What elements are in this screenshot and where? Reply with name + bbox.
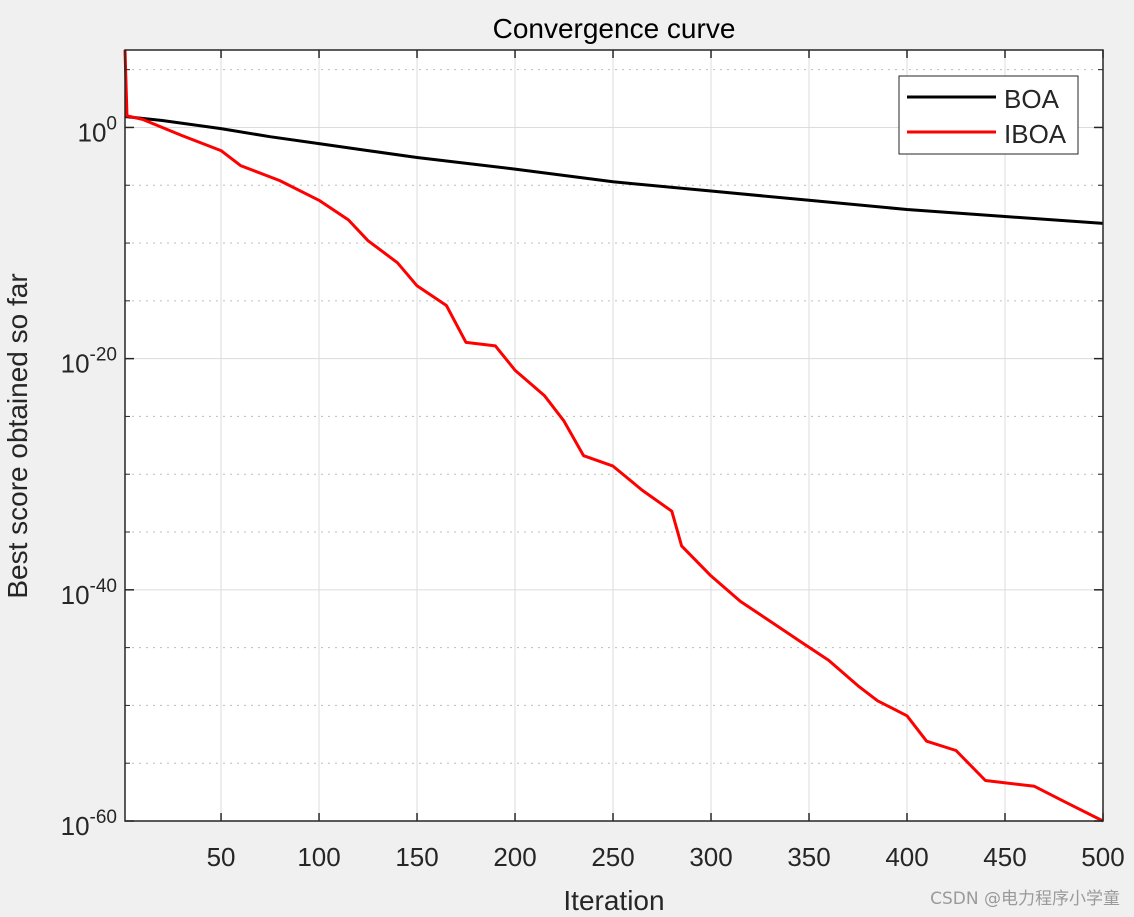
watermark: CSDN @电力程序小学童 bbox=[930, 889, 1120, 909]
x-tick-label: 200 bbox=[493, 842, 536, 872]
x-tick-label: 450 bbox=[983, 842, 1026, 872]
y-tick-label: 10-40 bbox=[61, 576, 117, 610]
plot-frame bbox=[124, 49, 1104, 822]
legend-box bbox=[898, 75, 1079, 155]
series-line-iboa bbox=[123, 49, 1104, 823]
y-tick-label: 10-60 bbox=[61, 807, 117, 841]
legend-label-iboa: IBOA bbox=[1004, 119, 1067, 149]
chart-title: Convergence curve bbox=[493, 13, 736, 44]
x-tick-label: 500 bbox=[1081, 842, 1124, 872]
legend-label-boa: BOA bbox=[1004, 84, 1060, 114]
x-tick-label: 50 bbox=[207, 842, 236, 872]
x-tick-label: 300 bbox=[689, 842, 732, 872]
x-tick-label: 250 bbox=[591, 842, 634, 872]
x-axis-label: Iteration bbox=[563, 885, 664, 916]
x-tick-label: 350 bbox=[787, 842, 830, 872]
plot-area bbox=[125, 50, 1103, 821]
legend: BOA IBOA bbox=[898, 75, 1079, 155]
y-axis-label: Best score obtained so far bbox=[2, 273, 33, 598]
x-tick-label: 150 bbox=[395, 842, 438, 872]
x-tick-label: 400 bbox=[885, 842, 928, 872]
series-line-boa bbox=[124, 115, 1104, 225]
x-tick-label: 100 bbox=[297, 842, 340, 872]
y-tick-label: 10-20 bbox=[61, 345, 117, 379]
y-tick-label: 100 bbox=[78, 113, 118, 147]
